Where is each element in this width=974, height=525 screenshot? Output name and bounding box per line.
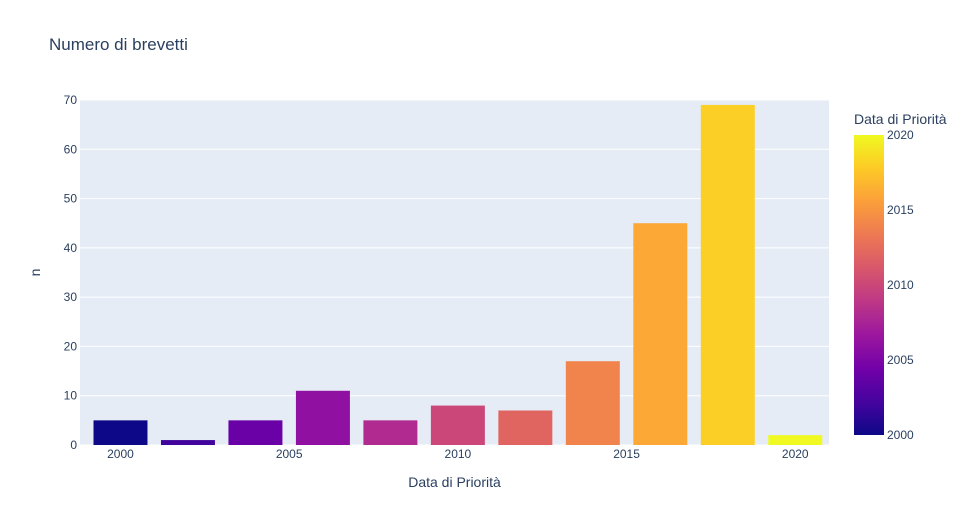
bar <box>296 391 350 445</box>
bar <box>228 420 282 445</box>
colorbar-tick-label: 2020 <box>887 128 914 142</box>
x-tick-label: 2010 <box>445 447 472 461</box>
y-tick-label: 30 <box>64 290 78 304</box>
x-tick-label: 2000 <box>107 447 134 461</box>
colorbar-tick-label: 2000 <box>887 428 914 442</box>
y-axis-title: n <box>27 269 43 277</box>
colorbar-tick-label: 2010 <box>887 278 914 292</box>
bar <box>161 440 215 445</box>
bar <box>93 420 147 445</box>
y-tick-label: 0 <box>70 438 77 452</box>
bar <box>363 420 417 445</box>
y-tick-label: 50 <box>64 192 78 206</box>
bar <box>431 406 485 445</box>
y-tick-label: 10 <box>64 389 78 403</box>
y-tick-label: 20 <box>64 339 78 353</box>
colorbar <box>854 135 884 435</box>
y-tick-label: 70 <box>64 93 78 107</box>
bar <box>566 361 620 445</box>
x-tick-label: 2015 <box>613 447 640 461</box>
x-tick-label: 2005 <box>276 447 303 461</box>
bar <box>498 411 552 446</box>
x-tick-label: 2020 <box>782 447 809 461</box>
y-tick-label: 60 <box>64 142 78 156</box>
chart-title: Numero di brevetti <box>49 35 188 54</box>
bar <box>633 223 687 445</box>
y-tick-label: 40 <box>64 241 78 255</box>
colorbar-title: Data di Priorità <box>854 111 947 127</box>
bar <box>701 105 755 445</box>
x-axis-title: Data di Priorità <box>408 474 501 490</box>
colorbar-tick-label: 2015 <box>887 203 914 217</box>
bar <box>768 435 822 445</box>
colorbar-tick-label: 2005 <box>887 353 914 367</box>
